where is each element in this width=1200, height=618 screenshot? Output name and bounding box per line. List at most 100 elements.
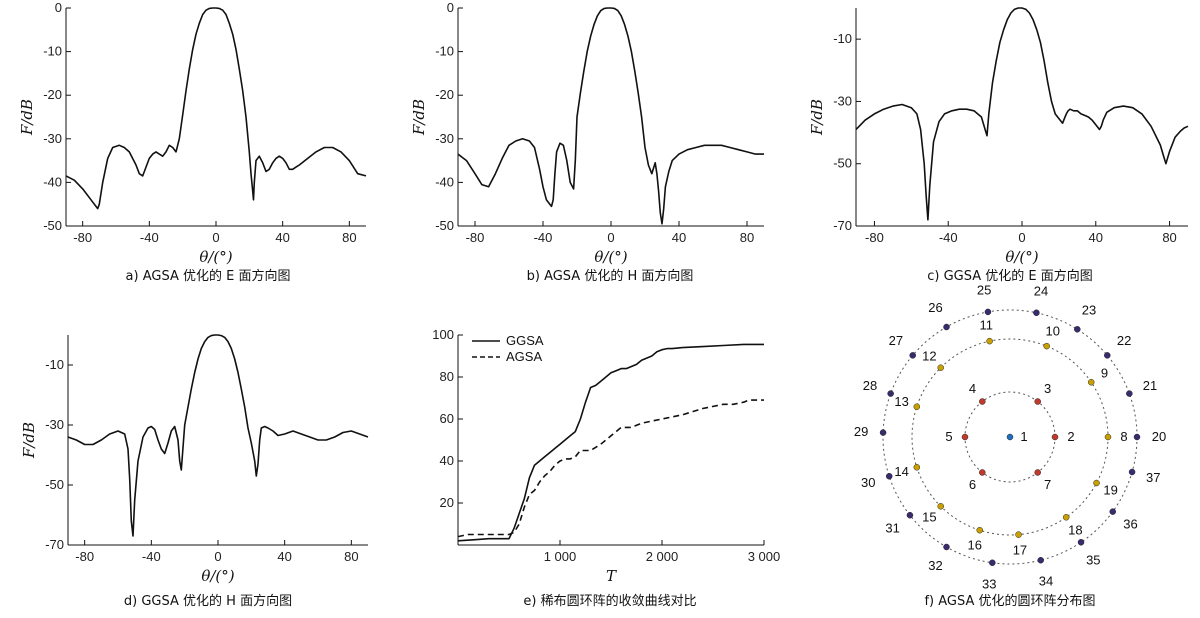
array-element	[976, 526, 983, 534]
array-element	[887, 390, 894, 397]
series-line-1	[65, 7, 367, 210]
array-element-label: 1	[1020, 429, 1027, 444]
array-element	[906, 511, 914, 519]
array-element	[989, 559, 996, 567]
x-tick-label: 40	[672, 230, 686, 245]
x-tick-label: 40	[277, 549, 291, 564]
array-element-label: 19	[1103, 483, 1117, 498]
array-element	[1034, 469, 1041, 476]
array-element-label: 20	[1152, 429, 1166, 444]
array-element-label: 24	[1034, 283, 1048, 298]
y-tick-label: -10	[833, 31, 852, 46]
series-line-1	[855, 7, 1189, 221]
y-tick-label: -40	[435, 174, 454, 189]
array-element-label: 22	[1117, 333, 1131, 348]
y-tick-label: 0	[447, 0, 454, 15]
panel-caption: c) GGSA 优化的 E 面方向图	[927, 268, 1093, 284]
array-element-label: 26	[928, 300, 942, 315]
array-element	[913, 403, 921, 410]
y-tick-label: -40	[43, 174, 62, 189]
panel-d: -80 -40 0 40 80 -10 -30 -50 -70 θ/(°) F/dB d) GGSA …	[20, 334, 369, 609]
array-element-label: 16	[968, 537, 982, 552]
array-element	[1037, 556, 1044, 564]
array-element-label: 12	[922, 348, 936, 363]
series-line-1	[67, 334, 369, 537]
array-element-label: 33	[982, 577, 996, 592]
figure-layer: -80 -40 0 40 800-10-20-30-40-50θ/(°)F/dBa) A…	[18, 0, 1189, 609]
x-tick-label: -40	[140, 230, 159, 245]
x-axis-label: θ/(°)	[201, 567, 234, 585]
x-tick-label: 40	[1089, 230, 1103, 245]
series-line-agsa	[457, 399, 764, 538]
x-tick-label: 80	[344, 549, 358, 564]
array-element	[1062, 514, 1070, 521]
array-element-label: 30	[861, 475, 875, 490]
x-tick-label: 0	[214, 549, 221, 564]
array-element	[1034, 398, 1041, 405]
array-element-label: 18	[1068, 522, 1082, 537]
array-element	[1033, 309, 1040, 317]
y-tick-label: -10	[435, 44, 454, 59]
legend-label-ggsa: GGSA	[506, 333, 544, 348]
array-element-label: 11	[980, 317, 994, 332]
array-element	[984, 308, 992, 316]
array-element	[961, 433, 969, 441]
y-tick-label: -50	[833, 156, 852, 171]
array-element	[1051, 433, 1059, 441]
y-tick-label: -70	[45, 537, 64, 552]
x-tick-label: 40	[275, 230, 289, 245]
array-element-label: 6	[969, 477, 976, 492]
y-axis-label: F/dB	[808, 99, 826, 136]
array-element	[1104, 352, 1111, 359]
array-element-label: 35	[1086, 553, 1100, 568]
array-element-label: 34	[1039, 574, 1053, 589]
array-element-label: 32	[928, 558, 942, 573]
array-element-label: 2	[1067, 429, 1074, 444]
array-element-label: 10	[1045, 323, 1059, 338]
x-tick-label: -80	[466, 230, 485, 245]
array-element	[979, 398, 986, 405]
array-element-label: 25	[977, 282, 991, 297]
y-tick-label: 0	[55, 0, 62, 15]
array-element	[1128, 468, 1136, 476]
series-line-1	[457, 7, 764, 225]
array-element-label: 17	[1013, 543, 1027, 558]
array-element-label: 31	[885, 521, 899, 536]
array-element	[937, 503, 944, 510]
array-element	[1126, 390, 1133, 397]
y-tick-label: -30	[45, 417, 64, 432]
x-axis-label: θ/(°)	[199, 248, 232, 266]
x-tick-label: -40	[939, 230, 958, 245]
y-axis-label: F/dB	[20, 422, 38, 459]
array-element	[879, 429, 887, 436]
panel-caption: a) AGSA 优化的 E 面方向图	[126, 268, 291, 284]
array-element-label: 14	[894, 464, 908, 479]
x-tick-label: -40	[142, 549, 161, 564]
array-element-label: 37	[1146, 470, 1160, 485]
y-tick-label: 20	[440, 495, 454, 510]
array-element	[1074, 326, 1081, 333]
panel-b: -80 -40 0 40 80 0 -10 -20 -30 -40 -50 θ/(°) F/dB b) A…	[410, 0, 764, 284]
y-tick-label: -10	[45, 357, 64, 372]
array-element	[885, 472, 893, 480]
x-axis-label: θ/(°)	[1005, 248, 1038, 266]
panel-caption: e) 稀布圆环阵的收敛曲线对比	[523, 593, 696, 609]
array-element	[1087, 378, 1095, 386]
array-element	[1133, 433, 1141, 441]
y-tick-label: 100	[432, 327, 454, 342]
x-tick-label: 80	[740, 230, 754, 245]
array-element	[943, 323, 950, 331]
y-tick-label: -30	[833, 93, 852, 108]
x-tick-label: -80	[865, 230, 884, 245]
x-tick-label: 80	[1162, 230, 1176, 245]
legend-label-agsa: AGSA	[506, 349, 542, 364]
array-element-label: 15	[922, 510, 936, 525]
panel-a: -80 -40 0 40 80 0 -10 -20 -30 -40 -50 θ/(°) F/dB a) A…	[18, 0, 367, 284]
array-element	[943, 543, 950, 551]
array-element-label: 8	[1120, 429, 1127, 444]
panel-caption: d) GGSA 优化的 H 面方向图	[124, 593, 292, 609]
array-element-label: 13	[894, 394, 908, 409]
